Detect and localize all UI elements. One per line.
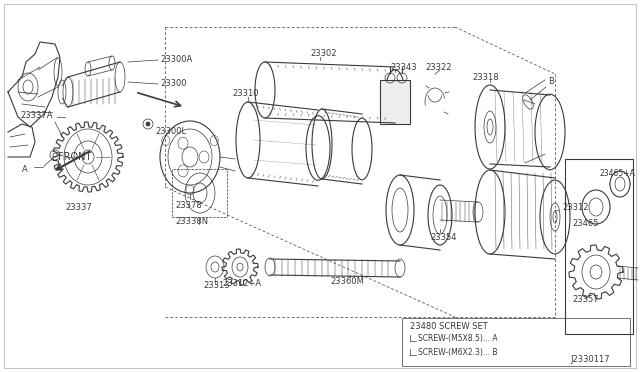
Text: 23312+A: 23312+A: [222, 279, 261, 289]
Text: 23480 SCREW SET: 23480 SCREW SET: [410, 321, 488, 331]
Ellipse shape: [146, 122, 150, 126]
Text: 23465: 23465: [572, 219, 598, 228]
Text: 23357: 23357: [572, 295, 598, 305]
Text: 23343: 23343: [390, 64, 417, 73]
Text: 23322: 23322: [425, 62, 451, 71]
Text: 23354: 23354: [430, 232, 456, 241]
Text: 23312: 23312: [562, 202, 589, 212]
Text: 23302: 23302: [310, 49, 337, 58]
Text: 23300L: 23300L: [155, 128, 186, 137]
Bar: [565, 159, 633, 334]
Text: 23337: 23337: [65, 202, 92, 212]
Text: A: A: [22, 166, 28, 174]
Text: J2330117: J2330117: [570, 356, 610, 365]
Text: B: B: [548, 77, 554, 87]
Text: SCREW-(M5X8.5)... A: SCREW-(M5X8.5)... A: [418, 334, 497, 343]
Text: FRONT: FRONT: [58, 152, 92, 162]
Text: 23465+A: 23465+A: [600, 170, 636, 179]
Text: SCREW-(M6X2.3)... B: SCREW-(M6X2.3)... B: [418, 347, 497, 356]
Text: 23300: 23300: [160, 80, 186, 89]
Text: 23300A: 23300A: [160, 55, 192, 64]
Text: 23338N: 23338N: [175, 218, 208, 227]
Bar: [380, 80, 410, 124]
Bar: [402, 318, 630, 366]
Text: 23310: 23310: [232, 90, 259, 99]
Bar: [172, 169, 227, 217]
Text: 23378: 23378: [175, 201, 202, 209]
Text: 23318: 23318: [472, 73, 499, 81]
Text: 23313: 23313: [203, 282, 230, 291]
Text: 23337A: 23337A: [20, 112, 52, 121]
Text: 23360M: 23360M: [330, 278, 364, 286]
